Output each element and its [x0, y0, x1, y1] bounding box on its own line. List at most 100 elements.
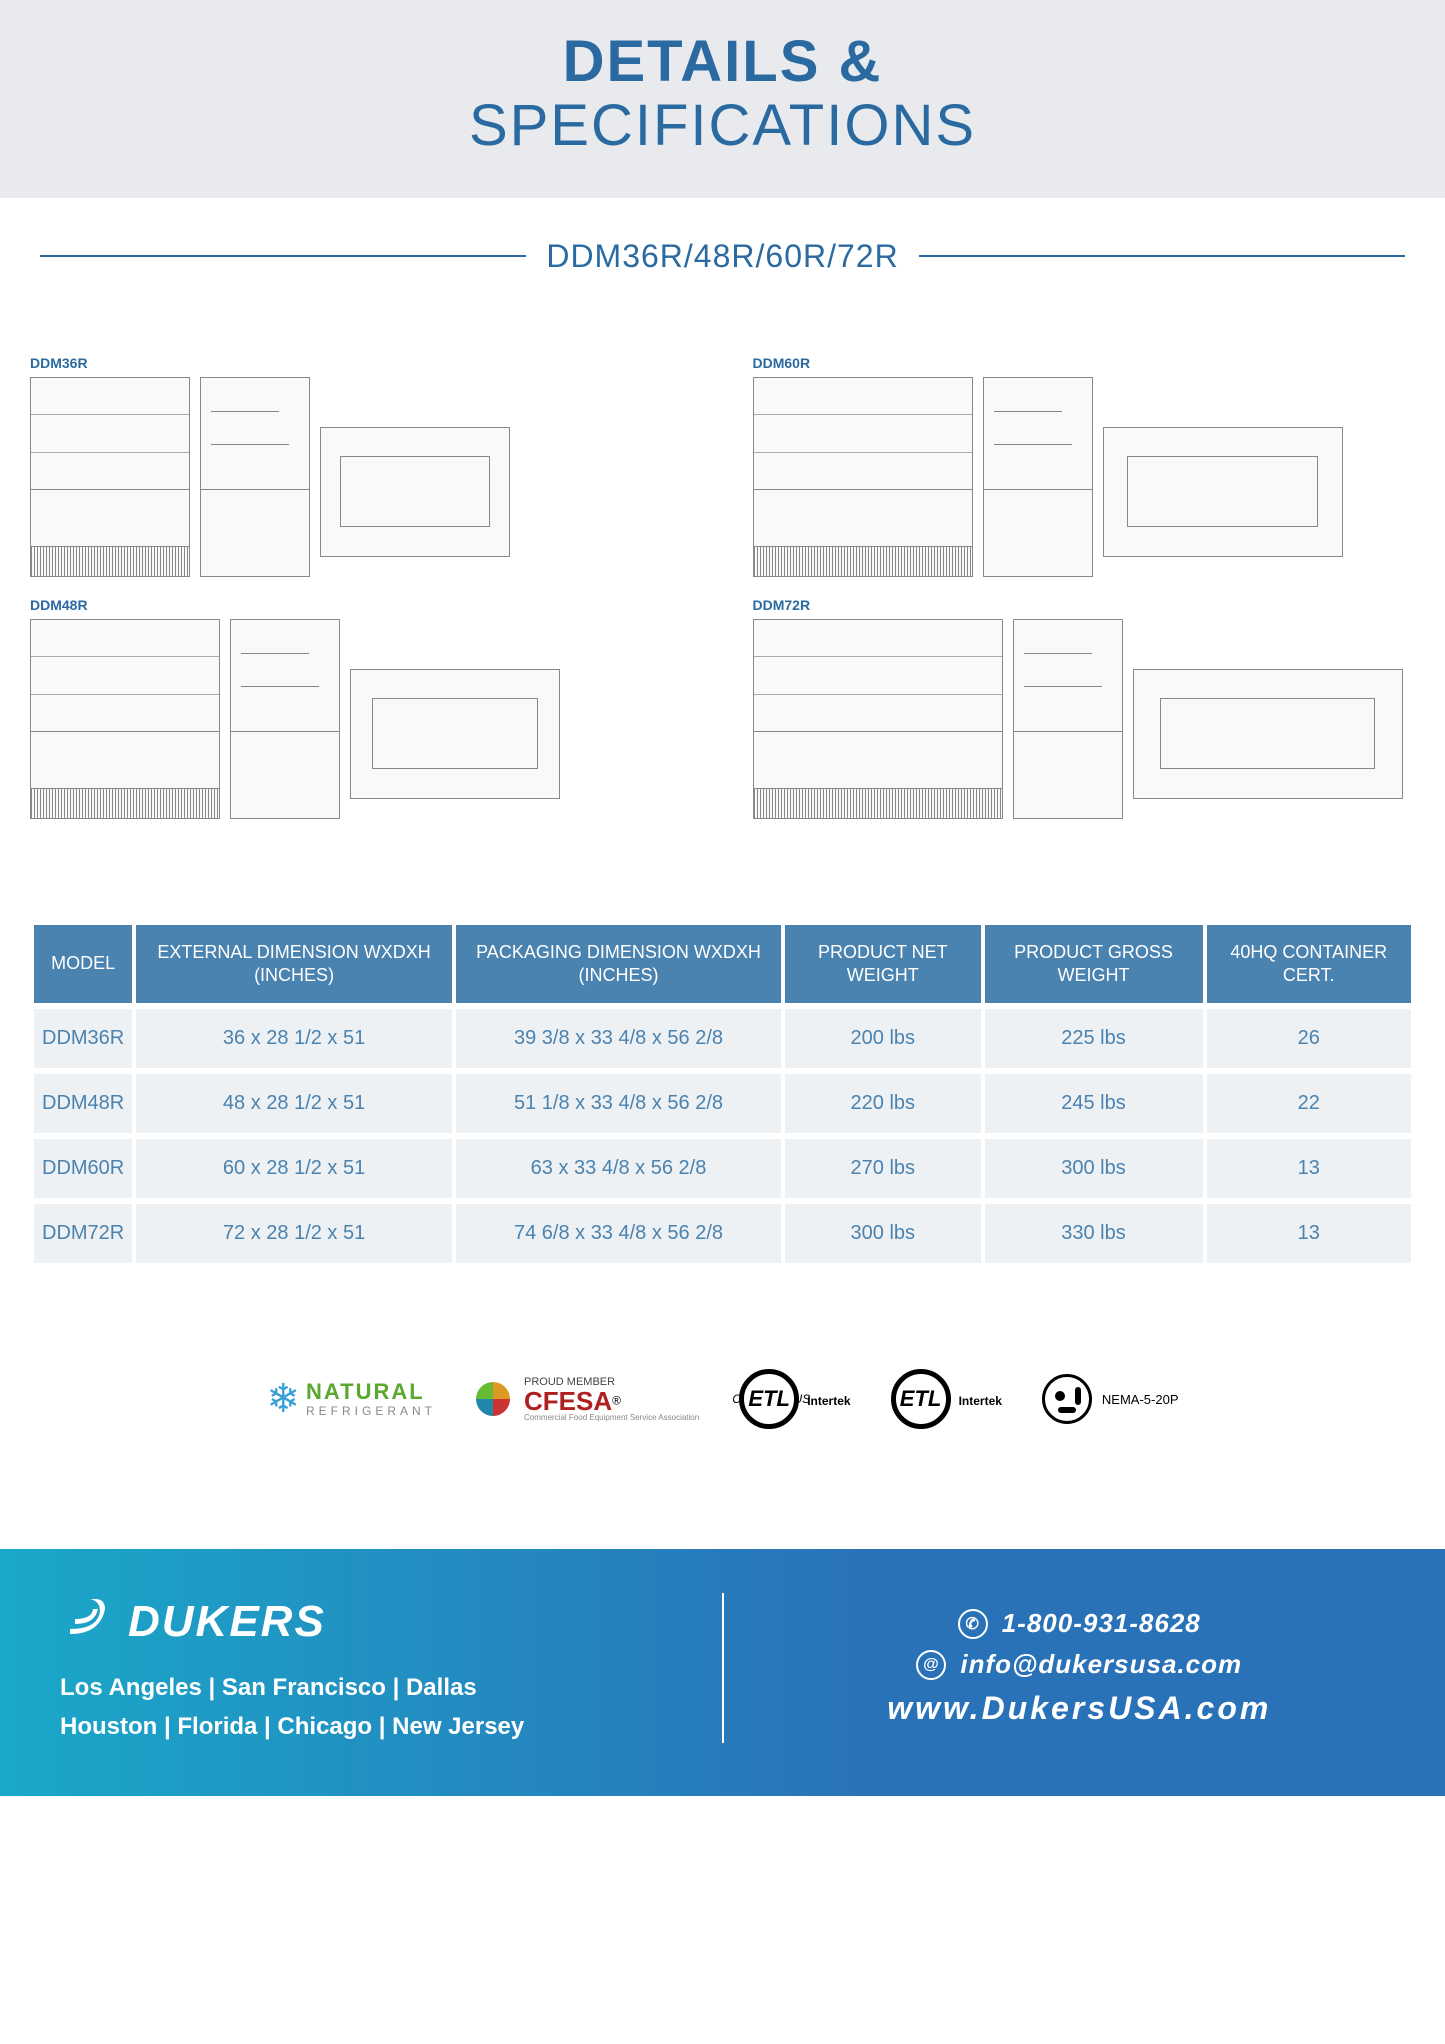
cities-list: Los Angeles | San Francisco | Dallas Hou…	[60, 1669, 672, 1746]
diagram-ddm60r: DDM60R	[753, 355, 1416, 577]
diagram-label: DDM72R	[753, 597, 1416, 613]
nema-label: NEMA-5-20P	[1102, 1392, 1179, 1407]
diagram-label: DDM36R	[30, 355, 693, 371]
cell: DDM36R	[34, 1009, 132, 1068]
diagrams-grid: DDM36R DDM60R DDM48R DDM72R	[0, 295, 1445, 899]
spec-table: MODEL EXTERNAL DIMENSION WXDXH (INCHES) …	[30, 919, 1415, 1270]
back-view	[1133, 669, 1403, 799]
side-view	[1013, 619, 1123, 819]
etl-circle-icon: C ETL US	[739, 1369, 799, 1429]
cfesa-swirl-icon	[476, 1382, 510, 1416]
cell: 225 lbs	[985, 1009, 1203, 1068]
cell: 270 lbs	[785, 1139, 980, 1198]
phone-number: 1-800-931-8628	[1002, 1608, 1201, 1639]
cell: DDM48R	[34, 1074, 132, 1133]
front-view	[753, 619, 1003, 819]
diagram-label: DDM48R	[30, 597, 693, 613]
col-container-cert: 40HQ CONTAINER CERT.	[1207, 925, 1412, 1004]
table-row: DDM48R 48 x 28 1/2 x 51 51 1/8 x 33 4/8 …	[34, 1074, 1411, 1133]
diagram-views	[30, 377, 693, 577]
cell: 51 1/8 x 33 4/8 x 56 2/8	[456, 1074, 781, 1133]
diagram-views	[753, 619, 1416, 819]
cell: 300 lbs	[785, 1204, 980, 1263]
diagram-ddm36r: DDM36R	[30, 355, 693, 577]
table-row: DDM72R 72 x 28 1/2 x 51 74 6/8 x 33 4/8 …	[34, 1204, 1411, 1263]
etl-listed-badge: C ETL US Intertek	[739, 1369, 850, 1429]
intertek-label: Intertek	[807, 1394, 850, 1408]
phone-icon: ✆	[958, 1609, 988, 1639]
cell: 13	[1207, 1204, 1412, 1263]
footer-right: ✆ 1-800-931-8628 @ info@dukersusa.com ww…	[774, 1608, 1386, 1727]
cfesa-sub: Commercial Food Equipment Service Associ…	[524, 1414, 699, 1422]
natural-refrigerant-badge: ❄ NATURAL REFRIGERANT	[266, 1376, 436, 1422]
side-view	[983, 377, 1093, 577]
diagram-views	[30, 619, 693, 819]
cfesa-name: CFESA	[524, 1386, 612, 1416]
email-row: @ info@dukersusa.com	[774, 1649, 1386, 1680]
cell: 74 6/8 x 33 4/8 x 56 2/8	[456, 1204, 781, 1263]
side-view	[200, 377, 310, 577]
cell: 300 lbs	[985, 1139, 1203, 1198]
diagram-ddm48r: DDM48R	[30, 597, 693, 819]
cell: 63 x 33 4/8 x 56 2/8	[456, 1139, 781, 1198]
etl-circle-icon: ETL	[891, 1369, 951, 1429]
nema-badge: NEMA-5-20P	[1042, 1374, 1179, 1424]
cell: DDM60R	[34, 1139, 132, 1198]
cell: 22	[1207, 1074, 1412, 1133]
phone-row: ✆ 1-800-931-8628	[774, 1608, 1386, 1639]
table-header-row: MODEL EXTERNAL DIMENSION WXDXH (INCHES) …	[34, 925, 1411, 1004]
front-view	[30, 377, 190, 577]
front-view	[30, 619, 220, 819]
back-view	[1103, 427, 1343, 557]
diagram-views	[753, 377, 1416, 577]
dukers-logo-icon	[60, 1589, 114, 1655]
intertek-label: Intertek	[959, 1394, 1002, 1408]
subtitle-row: DDM36R/48R/60R/72R	[40, 238, 1405, 275]
snowflake-icon: ❄	[266, 1376, 300, 1422]
cell: 220 lbs	[785, 1074, 980, 1133]
cell: 36 x 28 1/2 x 51	[136, 1009, 452, 1068]
cities-line1: Los Angeles | San Francisco | Dallas	[60, 1674, 477, 1701]
footer: DUKERS Los Angeles | San Francisco | Dal…	[0, 1549, 1445, 1796]
at-icon: @	[916, 1650, 946, 1680]
front-view	[753, 377, 973, 577]
divider-line	[40, 255, 526, 257]
footer-divider	[722, 1593, 724, 1743]
diagram-ddm72r: DDM72R	[753, 597, 1416, 819]
model-range-subtitle: DDM36R/48R/60R/72R	[526, 238, 918, 275]
header-band: DETAILS & SPECIFICATIONS	[0, 0, 1445, 198]
side-view	[230, 619, 340, 819]
table-row: DDM60R 60 x 28 1/2 x 51 63 x 33 4/8 x 56…	[34, 1139, 1411, 1198]
cfesa-badge: PROUD MEMBER CFESA® Commercial Food Equi…	[476, 1377, 699, 1422]
etl-text: ETL	[748, 1386, 790, 1412]
col-packaging-dim: PACKAGING DIMENSION WXDXH (INCHES)	[456, 925, 781, 1004]
col-external-dim: EXTERNAL DIMENSION WXDXH (INCHES)	[136, 925, 452, 1004]
cell: 48 x 28 1/2 x 51	[136, 1074, 452, 1133]
cell: 245 lbs	[985, 1074, 1203, 1133]
footer-left: DUKERS Los Angeles | San Francisco | Dal…	[60, 1589, 672, 1746]
cell: 39 3/8 x 33 4/8 x 56 2/8	[456, 1009, 781, 1068]
page-title: DETAILS & SPECIFICATIONS	[0, 30, 1445, 158]
etl-text: ETL	[900, 1386, 942, 1412]
cell: 200 lbs	[785, 1009, 980, 1068]
back-view	[350, 669, 560, 799]
cell: 26	[1207, 1009, 1412, 1068]
certification-row: ❄ NATURAL REFRIGERANT PROUD MEMBER CFESA…	[0, 1329, 1445, 1549]
cities-line2: Houston | Florida | Chicago | New Jersey	[60, 1713, 524, 1740]
etl-sanitation-badge: ETL Intertek	[891, 1369, 1002, 1429]
back-view	[320, 427, 510, 557]
brand-row: DUKERS	[60, 1589, 672, 1655]
title-line1: DETAILS &	[563, 29, 883, 94]
website: www.DukersUSA.com	[774, 1690, 1386, 1727]
cell: 72 x 28 1/2 x 51	[136, 1204, 452, 1263]
etl-us: US	[794, 1392, 811, 1406]
diagram-label: DDM60R	[753, 355, 1416, 371]
divider-line	[919, 255, 1405, 257]
cell: 60 x 28 1/2 x 51	[136, 1139, 452, 1198]
natural-text: NATURAL	[306, 1379, 425, 1404]
etl-c: C	[732, 1392, 741, 1406]
table-row: DDM36R 36 x 28 1/2 x 51 39 3/8 x 33 4/8 …	[34, 1009, 1411, 1068]
cell: 330 lbs	[985, 1204, 1203, 1263]
email-address: info@dukersusa.com	[960, 1649, 1242, 1680]
col-gross-weight: PRODUCT GROSS WEIGHT	[985, 925, 1203, 1004]
